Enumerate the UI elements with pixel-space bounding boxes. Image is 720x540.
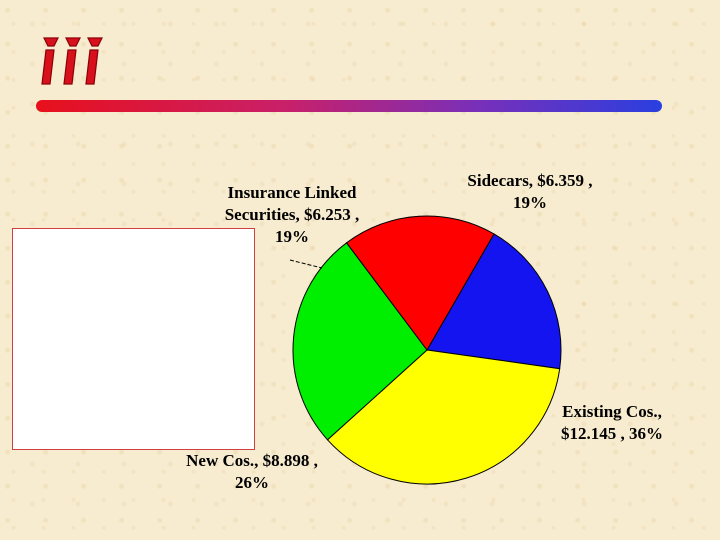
blank-panel xyxy=(12,228,255,450)
pie-label-existing-cos: Existing Cos., $12.145 , 36% xyxy=(561,402,663,443)
pie-label-insurance-linked-securities: Insurance Linked Securities, $6.253 , 19% xyxy=(225,183,360,246)
title-rule xyxy=(36,100,662,112)
pie-slice-existing-cos xyxy=(326,349,561,485)
leader-line xyxy=(289,259,323,269)
pie-slice-new-cos xyxy=(292,242,428,441)
iii-logo xyxy=(41,37,103,85)
pie-slice-sidecars xyxy=(426,233,562,370)
pie-label-new-cos: New Cos., $8.898 , 26% xyxy=(186,451,318,492)
pie-label-sidecars: Sidecars, $6.359 , 19% xyxy=(467,171,592,212)
pie-slice-insurance-linked-securities xyxy=(345,215,495,351)
